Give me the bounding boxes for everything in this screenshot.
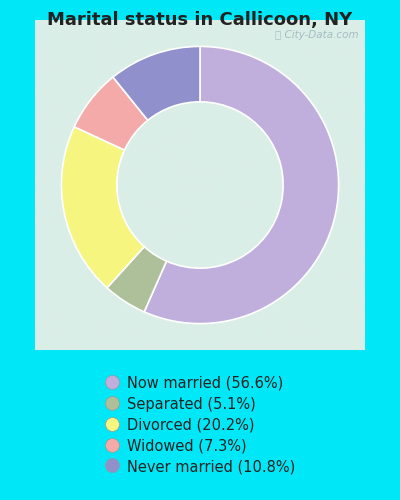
- Wedge shape: [107, 246, 166, 312]
- Wedge shape: [62, 127, 144, 288]
- Wedge shape: [74, 77, 148, 150]
- Wedge shape: [113, 46, 200, 120]
- Text: ⓘ City-Data.com: ⓘ City-Data.com: [275, 30, 358, 40]
- Wedge shape: [144, 46, 338, 324]
- Text: Marital status in Callicoon, NY: Marital status in Callicoon, NY: [47, 11, 353, 29]
- Legend: Now married (56.6%), Separated (5.1%), Divorced (20.2%), Widowed (7.3%), Never m: Now married (56.6%), Separated (5.1%), D…: [100, 372, 300, 478]
